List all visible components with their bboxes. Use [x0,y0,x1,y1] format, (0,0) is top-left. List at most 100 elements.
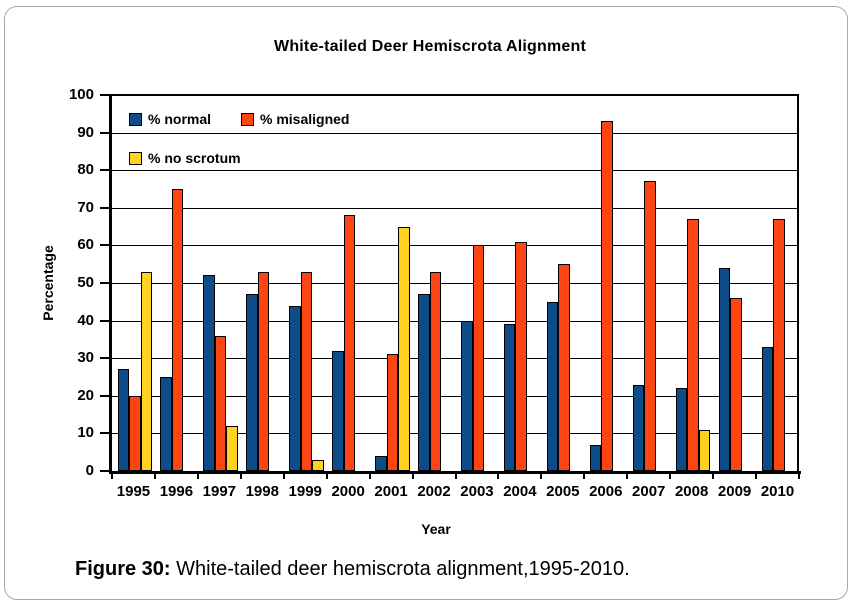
gridline [112,358,799,360]
y-tick [100,394,110,397]
bar-misaligned-2003 [472,245,484,471]
y-tick [100,432,110,435]
y-tick [100,319,110,322]
x-tick-label: 2008 [674,483,709,500]
x-tick [755,471,758,479]
x-tick-label: 2000 [331,483,365,500]
bar-normal-1995 [117,369,129,471]
bar-misaligned-2005 [558,264,570,471]
bar-misaligned-2004 [515,241,527,471]
bar-misaligned-2006 [601,121,613,471]
x-tick-label: 2002 [417,483,451,500]
bar-misaligned-2002 [429,271,442,471]
x-tick-label: 1998 [245,483,279,500]
bar-no-scrotum-1995 [140,271,152,471]
bar-misaligned-1996 [171,189,184,471]
gridline [112,170,799,172]
y-tick [100,357,110,360]
bar-no-scrotum-1997 [226,425,238,471]
bar-normal-1998 [246,294,258,471]
y-tick-label: 90 [77,123,94,141]
gridline [112,395,799,397]
caption-label: Figure 30: [75,558,171,580]
y-tick [100,131,110,134]
y-tick-label: 100 [68,86,94,103]
bar-normal-2005 [546,301,559,471]
y-tick [100,169,110,172]
bar-misaligned-2000 [343,215,356,471]
x-axis-title: Year [421,521,451,537]
bar-normal-1996 [160,377,172,471]
y-tick [100,94,110,96]
x-tick-label: 2007 [632,483,666,500]
bar-normal-2006 [589,444,602,471]
bar-normal-2001 [375,455,387,471]
x-tick [454,471,457,479]
legend-label: % misaligned [260,111,350,127]
y-tick-label: 30 [77,349,94,367]
legend-item-normal: % normal [129,111,211,127]
gridline [112,132,799,134]
x-tick [669,471,672,479]
x-tick [540,471,543,479]
bar-normal-2004 [503,324,516,471]
x-tick-label: 1997 [202,483,237,500]
y-tick-label: 20 [77,386,94,404]
y-tick-label: 50 [77,274,94,291]
bar-misaligned-2009 [730,298,742,471]
bar-normal-1997 [203,275,215,471]
bar-no-scrotum-1999 [312,459,324,471]
legend-item-misaligned: % misaligned [241,111,349,127]
gridline [112,245,799,247]
x-tick-label: 2006 [589,483,623,500]
bar-normal-2008 [675,388,688,471]
x-tick [196,471,199,479]
legend-swatch [241,112,254,126]
bar-misaligned-2001 [386,354,399,471]
x-tick-label: 2010 [760,483,795,500]
figure-frame [4,6,848,600]
gridline [112,283,799,284]
x-tick-label: 1995 [116,483,151,500]
bar-misaligned-1997 [214,335,227,471]
bar-no-scrotum-2001 [398,226,410,471]
y-axis-line [109,94,112,474]
x-tick-label: 2004 [503,483,537,500]
bar-normal-2007 [632,384,645,471]
legend-label: % normal [148,111,212,127]
y-tick-label: 70 [77,198,94,216]
gridline [112,433,799,435]
gridline [112,320,799,322]
plot-top-border [112,94,799,96]
x-tick-label: 2003 [460,483,494,500]
y-tick-label: 10 [77,424,94,442]
x-tick [583,471,586,479]
y-tick [100,470,110,472]
x-tick-label: 1999 [288,483,322,500]
y-tick-label: 0 [85,462,94,479]
bar-normal-1999 [289,305,301,471]
bar-misaligned-2007 [644,181,656,471]
x-tick-label: 2001 [374,483,408,500]
bar-normal-2003 [461,320,473,471]
x-tick-label: 2009 [717,483,752,500]
x-tick [153,471,156,479]
bar-misaligned-2010 [773,219,785,471]
bar-normal-2009 [718,267,731,471]
caption-text: White-tailed deer hemiscrota alignment,1… [170,558,630,580]
bar-normal-2002 [418,294,430,471]
y-tick-label: 60 [77,236,94,254]
legend-item-no-scrotum: % no scrotum [129,150,241,166]
x-tick [411,471,414,479]
figure-caption: Figure 30: White-tailed deer hemiscrota … [75,558,630,581]
x-tick [282,471,285,479]
y-tick [100,282,110,284]
bar-misaligned-1998 [257,271,270,471]
x-tick [497,471,500,479]
gridline [112,207,799,209]
x-tick [798,471,800,479]
chart-title: White-tailed Deer Hemiscrota Alignment [274,38,586,55]
y-tick [100,244,110,247]
y-tick [100,206,110,209]
